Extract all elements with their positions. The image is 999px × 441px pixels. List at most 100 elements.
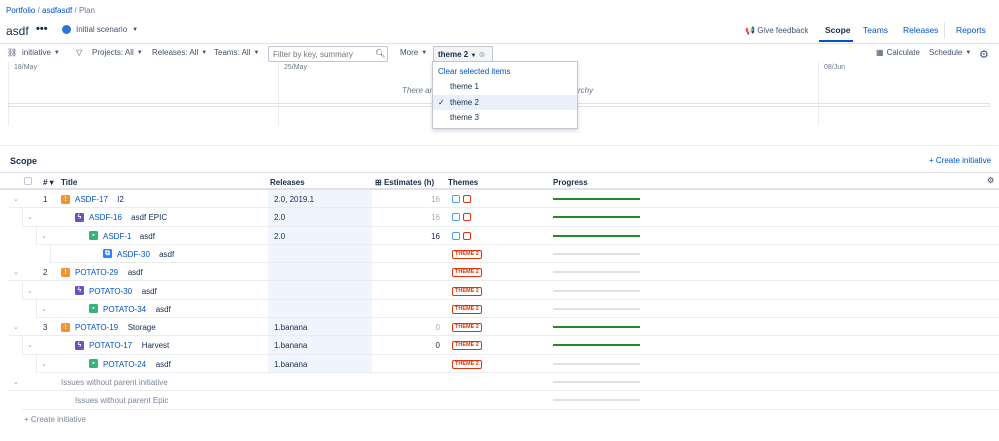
issue-key-link[interactable]: ASDF-17 <box>75 195 108 204</box>
issue-releases[interactable]: 2.0 <box>274 231 286 241</box>
hierarchy-icon: ⛓ <box>7 48 18 57</box>
epic-issue-type-icon: ϟ <box>75 340 84 350</box>
issue-key-link[interactable]: POTATO-19 <box>75 323 119 333</box>
orphan-label: Issues without parent Epic <box>75 396 169 406</box>
create-initiative-link[interactable]: + Create initiative <box>929 156 992 165</box>
issue-key-link[interactable]: POTATO-24 <box>103 359 147 369</box>
breadcrumb-plan-name[interactable]: asdfasdf <box>42 6 73 15</box>
tab-reports[interactable]: Reports <box>956 25 986 35</box>
tab-teams[interactable]: Teams <box>863 25 889 35</box>
issue-key-link[interactable]: POTATO-34 <box>103 304 147 314</box>
column-settings-gear-icon[interactable]: ⚙ <box>987 176 995 185</box>
issue-estimate[interactable]: 0 <box>435 341 440 351</box>
issue-key-link[interactable]: ASDF-16 <box>89 213 122 223</box>
projects-label: Projects: All <box>92 48 134 57</box>
select-all-checkbox[interactable] <box>24 177 32 185</box>
scenario-select[interactable]: Initial scenario ▼ <box>62 25 138 34</box>
expand-toggle-chevron-icon[interactable]: ⌄ <box>41 360 47 368</box>
expand-toggle-chevron-icon[interactable]: ⌄ <box>13 269 19 277</box>
theme-placeholder-box[interactable] <box>463 195 471 203</box>
orphan-row[interactable]: Issues without parent Epic <box>0 391 999 410</box>
table-row[interactable]: ⌄ 3! POTATO-19 Storage 1.banana 0 THEME 2 <box>0 318 999 337</box>
expand-toggle-chevron-icon[interactable]: ⌄ <box>27 287 33 295</box>
issue-releases[interactable]: 2.0 <box>274 213 286 223</box>
table-row[interactable]: ⌄ ▪ POTATO-34 asdf THEME 2 <box>0 299 999 319</box>
breadcrumb-portfolio[interactable]: Portfolio <box>6 6 36 15</box>
active-tab-indicator <box>819 40 853 42</box>
table-row[interactable]: ⌄ 2! POTATO-29 asdf THEME 2 <box>0 263 999 282</box>
projects-filter[interactable]: Projects: All ▼ <box>92 48 143 57</box>
table-row[interactable]: ⌄ ϟ POTATO-17 Harvest 1.banana 0 THEME 2 <box>0 336 999 355</box>
issue-releases[interactable]: 2.0, 2019.1 <box>274 195 315 204</box>
clear-selected-items[interactable]: Clear selected items <box>438 67 511 76</box>
more-filters-button[interactable]: More ▼ <box>400 48 427 57</box>
hierarchy-label: initiative <box>22 48 51 57</box>
theme-badge[interactable]: THEME 2 <box>452 268 482 278</box>
issue-key-link[interactable]: ASDF-30 <box>117 249 150 259</box>
settings-gear-icon[interactable]: ⚙ <box>979 49 989 61</box>
create-initiative-bottom-link[interactable]: + Create initiative <box>24 415 87 424</box>
expand-toggle-chevron-icon[interactable]: ⌄ <box>27 342 33 350</box>
theme-badge[interactable]: THEME 2 <box>452 323 482 333</box>
tab-scope[interactable]: Scope <box>825 25 851 35</box>
expand-toggle-chevron-icon[interactable]: ⌄ <box>13 379 19 386</box>
give-feedback-button[interactable]: 📢 Give feedback <box>745 26 808 35</box>
theme-option[interactable]: theme 3 <box>450 113 479 122</box>
issue-key-link[interactable]: ASDF-1 <box>103 231 132 241</box>
column-estimates[interactable]: ⊞ Estimates (h) <box>375 178 435 187</box>
issue-estimate[interactable]: 16 <box>431 213 440 223</box>
column-number[interactable]: # ▾ <box>43 178 54 187</box>
expand-toggle-chevron-icon[interactable]: ⌄ <box>41 232 47 240</box>
issue-key-link[interactable]: POTATO-30 <box>89 286 133 296</box>
table-row[interactable]: ⌄ ϟ POTATO-30 asdf THEME 2 <box>0 281 999 300</box>
filter-icon: ▽ <box>76 48 83 57</box>
theme-badge[interactable]: THEME 2 <box>452 341 482 351</box>
table-row[interactable]: ⌄ ▪ ASDF-1 asdf 2.0 16 <box>0 226 999 245</box>
calculate-button[interactable]: ▦ Calculate <box>876 48 920 57</box>
issue-estimate[interactable]: 16 <box>431 195 440 204</box>
theme-placeholder-box[interactable] <box>463 231 471 240</box>
teams-filter[interactable]: Teams: All ▼ <box>214 48 259 57</box>
theme-badge[interactable]: THEME 2 <box>452 304 482 314</box>
table-row[interactable]: ⌄ ▪ POTATO-24 asdf 1.banana THEME 2 <box>0 354 999 373</box>
theme-option-selected[interactable]: theme 2 <box>433 94 577 110</box>
column-progress: Progress <box>553 178 588 187</box>
expand-toggle-chevron-icon[interactable]: ⌄ <box>13 196 19 203</box>
expand-toggle-chevron-icon[interactable]: ⌄ <box>41 305 47 313</box>
megaphone-icon: 📢 <box>745 26 755 35</box>
theme-badge[interactable]: THEME 2 <box>452 286 482 296</box>
issue-key-link[interactable]: POTATO-17 <box>89 341 133 351</box>
theme-placeholder-box[interactable] <box>452 195 460 203</box>
clear-icon[interactable]: ⊗ <box>478 50 486 59</box>
theme-placeholder-box[interactable] <box>463 213 471 222</box>
theme-badge[interactable]: THEME 2 <box>452 359 482 369</box>
issue-estimate[interactable]: 16 <box>431 231 440 241</box>
issue-releases[interactable]: 1.banana <box>274 323 308 333</box>
issue-releases[interactable]: 1.banana <box>274 359 308 369</box>
search-input[interactable] <box>268 46 388 62</box>
breadcrumb: Portfolio / asdfasdf / Plan <box>6 6 95 15</box>
theme-badge[interactable]: THEME 2 <box>452 249 482 259</box>
schedule-button[interactable]: Schedule ▼ <box>929 48 971 57</box>
scenario-color-icon <box>62 25 71 34</box>
table-row[interactable]: ⌄ ϟ ASDF-16 asdf EPIC 2.0 16 <box>0 208 999 227</box>
tab-releases[interactable]: Releases <box>903 25 939 35</box>
theme-option[interactable]: theme 1 <box>450 82 479 91</box>
chevron-down-icon: ▼ <box>136 49 143 56</box>
releases-filter[interactable]: Releases: All ▼ <box>152 48 207 57</box>
issue-key-link[interactable]: POTATO-29 <box>75 268 119 278</box>
timeline-date: 08/Jun <box>824 64 846 71</box>
issue-estimate[interactable]: 0 <box>435 323 440 333</box>
orphan-row[interactable]: ⌄ Issues without parent initiative <box>0 373 999 392</box>
splitter[interactable] <box>0 145 999 146</box>
hierarchy-select[interactable]: initiative ▼ <box>22 48 60 57</box>
issue-releases[interactable]: 1.banana <box>274 341 308 351</box>
theme-placeholder-box[interactable] <box>452 231 460 240</box>
theme-filter-select[interactable]: theme 2 ▼ ⊗ <box>433 46 493 62</box>
expand-toggle-chevron-icon[interactable]: ⌄ <box>13 324 19 332</box>
theme-placeholder-box[interactable] <box>452 213 460 222</box>
table-row[interactable]: ⧉ ASDF-30 asdf THEME 2 <box>0 244 999 264</box>
table-row[interactable]: ⌄ 1! ASDF-17 I2 2.0, 2019.1 16 <box>0 190 999 209</box>
more-actions-button[interactable]: ••• <box>36 23 48 35</box>
expand-toggle-chevron-icon[interactable]: ⌄ <box>27 214 33 222</box>
